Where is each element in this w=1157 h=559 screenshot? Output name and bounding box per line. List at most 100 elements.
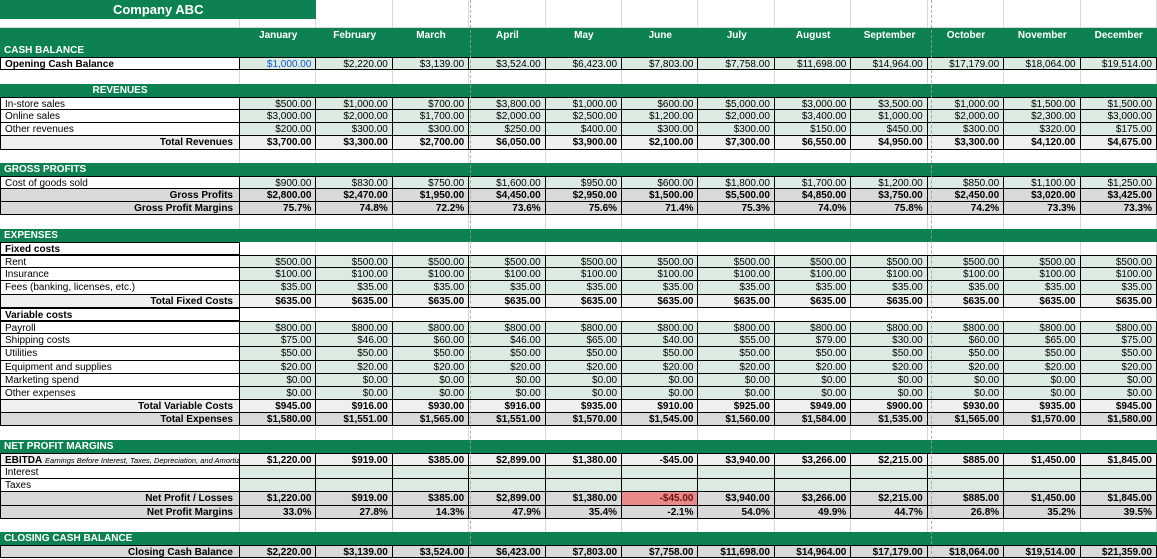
empty-cell[interactable]: [622, 215, 699, 229]
cell[interactable]: $0.00: [240, 373, 317, 387]
cell[interactable]: $46.00: [469, 334, 546, 348]
cell[interactable]: $500.00: [392, 255, 470, 269]
cell[interactable]: $800.00: [545, 320, 623, 335]
empty-cell[interactable]: [240, 241, 317, 255]
empty-cell[interactable]: [1004, 163, 1080, 176]
empty-cell[interactable]: [546, 163, 622, 176]
cell[interactable]: $1,450.00: [1004, 492, 1081, 506]
cell[interactable]: $0.00: [622, 386, 699, 401]
cell[interactable]: $100.00: [698, 268, 775, 282]
cell[interactable]: [851, 479, 928, 493]
cell[interactable]: $945.00: [1080, 400, 1157, 414]
cell[interactable]: $1,380.00: [545, 452, 623, 466]
cell[interactable]: $3,400.00: [774, 109, 852, 124]
empty-cell[interactable]: [698, 518, 775, 532]
cell[interactable]: $0.00: [851, 386, 928, 401]
cell[interactable]: $800.00: [774, 320, 852, 335]
empty-cell[interactable]: [851, 307, 928, 321]
cell[interactable]: [774, 479, 852, 493]
cell[interactable]: 75.7%: [240, 202, 317, 216]
cell[interactable]: $700.00: [392, 96, 470, 110]
cell[interactable]: $3,000.00: [240, 109, 317, 124]
cell[interactable]: $17,179.00: [851, 545, 928, 559]
cell[interactable]: $1,220.00: [240, 492, 317, 506]
cell[interactable]: $300.00: [392, 123, 470, 137]
row-label-total-fixed-costs[interactable]: Total Fixed Costs: [0, 294, 240, 308]
empty-cell[interactable]: [928, 70, 1005, 84]
empty-cell[interactable]: [775, 149, 852, 163]
cell[interactable]: 75.8%: [851, 202, 928, 216]
empty-cell[interactable]: [545, 307, 623, 321]
cell[interactable]: $950.00: [545, 175, 623, 190]
cell[interactable]: $300.00: [316, 123, 393, 137]
cell[interactable]: $500.00: [698, 255, 775, 269]
cell[interactable]: $100.00: [774, 268, 852, 282]
empty-cell[interactable]: [851, 241, 928, 255]
cell[interactable]: $150.00: [774, 123, 852, 137]
cell[interactable]: $3,524.00: [469, 57, 546, 71]
cell[interactable]: $500.00: [622, 255, 699, 269]
empty-cell[interactable]: [698, 241, 775, 255]
cell[interactable]: $50.00: [698, 347, 775, 361]
cell[interactable]: $800.00: [622, 320, 699, 335]
empty-cell[interactable]: [392, 307, 470, 321]
cell[interactable]: $3,940.00: [698, 452, 775, 466]
cell[interactable]: 74.0%: [774, 202, 852, 216]
cell[interactable]: 14.3%: [392, 505, 470, 519]
empty-cell[interactable]: [1081, 84, 1157, 97]
empty-cell[interactable]: [1081, 229, 1157, 242]
cell[interactable]: 73.6%: [469, 202, 546, 216]
cell[interactable]: $2,500.00: [545, 109, 623, 124]
cell[interactable]: $50.00: [469, 347, 546, 361]
cell[interactable]: $18,064.00: [1004, 57, 1081, 71]
empty-cell[interactable]: [393, 215, 470, 229]
empty-cell[interactable]: [316, 149, 393, 163]
empty-cell[interactable]: [0, 518, 240, 532]
empty-cell[interactable]: [774, 19, 852, 28]
cell[interactable]: $919.00: [316, 492, 393, 506]
month-header-may[interactable]: May: [574, 30, 594, 41]
cell[interactable]: $916.00: [469, 400, 546, 414]
cell[interactable]: $5,000.00: [698, 96, 775, 110]
empty-cell[interactable]: [1004, 518, 1081, 532]
empty-cell[interactable]: [316, 426, 393, 440]
row-label-total-variable-costs[interactable]: Total Variable Costs: [0, 400, 240, 414]
empty-cell[interactable]: [622, 241, 699, 255]
cell[interactable]: $2,220.00: [316, 57, 393, 71]
cell[interactable]: [851, 466, 928, 480]
company-title-cell[interactable]: Company ABC: [0, 0, 317, 19]
cell[interactable]: $5,500.00: [698, 189, 775, 203]
empty-cell[interactable]: [698, 84, 774, 97]
empty-cell[interactable]: [392, 19, 470, 28]
cell[interactable]: $919.00: [316, 452, 393, 466]
empty-cell[interactable]: [775, 70, 852, 84]
cell[interactable]: $35.00: [545, 281, 623, 295]
empty-cell[interactable]: [240, 19, 317, 28]
cell[interactable]: $1,500.00: [622, 189, 699, 203]
month-header-october[interactable]: October: [946, 30, 986, 41]
cell[interactable]: $600.00: [622, 175, 699, 190]
empty-cell[interactable]: [698, 149, 775, 163]
cell[interactable]: $4,850.00: [774, 189, 852, 203]
month-header-march[interactable]: March: [416, 30, 446, 41]
empty-cell[interactable]: [1004, 0, 1081, 19]
cell[interactable]: $1,250.00: [1080, 175, 1157, 190]
empty-cell[interactable]: [240, 163, 316, 176]
cell[interactable]: $100.00: [240, 268, 317, 282]
empty-cell[interactable]: [1004, 229, 1080, 242]
cell[interactable]: $35.00: [927, 281, 1005, 295]
cell[interactable]: 73.3%: [1004, 202, 1081, 216]
row-label-rent[interactable]: Rent: [0, 255, 240, 269]
empty-cell[interactable]: [316, 163, 392, 176]
empty-cell[interactable]: [546, 149, 623, 163]
cell[interactable]: $1,200.00: [851, 175, 928, 190]
cell[interactable]: $635.00: [851, 294, 928, 308]
cell[interactable]: $60.00: [927, 334, 1005, 348]
cell[interactable]: $20.00: [1004, 360, 1081, 374]
cell[interactable]: $200.00: [240, 123, 317, 137]
cell[interactable]: $35.00: [1080, 281, 1157, 295]
empty-cell[interactable]: [851, 440, 927, 453]
row-label-total-revenues[interactable]: Total Revenues: [0, 136, 240, 150]
cell[interactable]: $20.00: [774, 360, 852, 374]
empty-cell[interactable]: [393, 0, 470, 19]
